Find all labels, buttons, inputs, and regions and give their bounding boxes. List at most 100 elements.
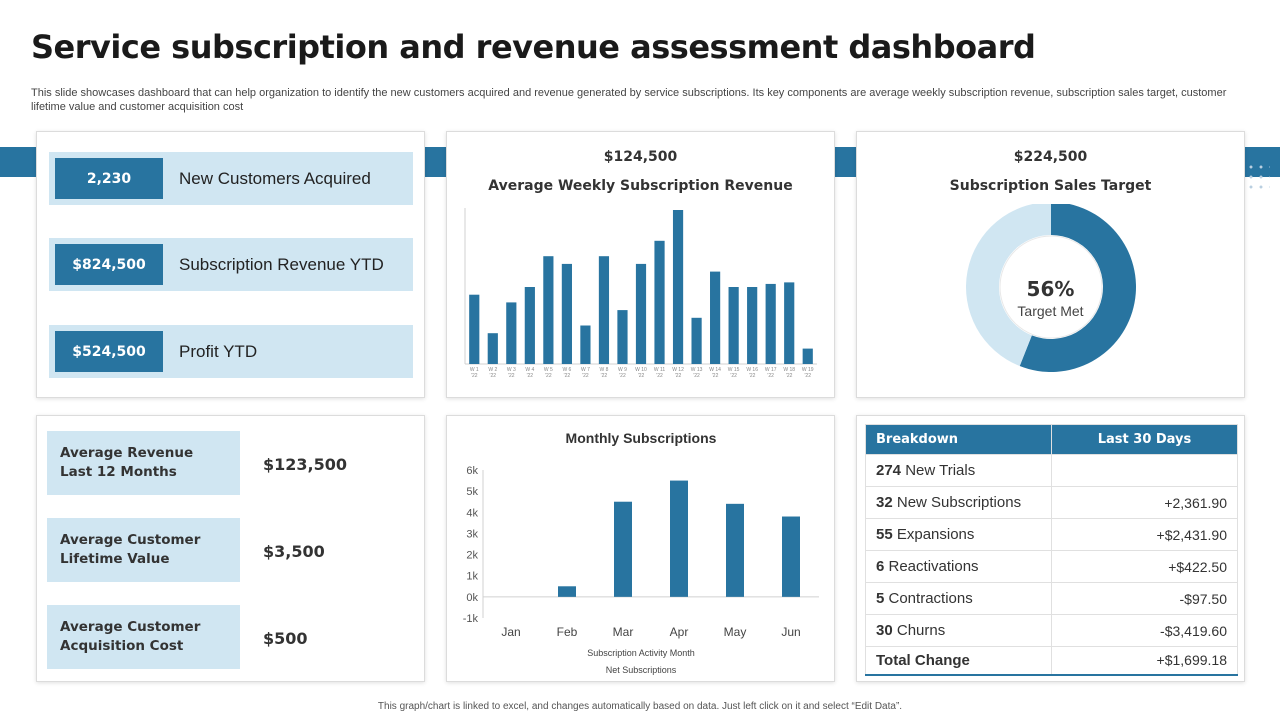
breakdown-count: 6: [876, 558, 885, 575]
kpi-card: 2,230 New Customers Acquired $824,500 Su…: [36, 131, 425, 398]
weekly-tick-label: W 13'22: [691, 367, 703, 379]
weekly-tick-label: W 8'22: [600, 367, 609, 379]
avg-label-line2: Acquisition Cost: [60, 638, 184, 654]
monthly-bar: [726, 503, 744, 597]
kpi-value: $824,500: [55, 244, 163, 285]
weekly-tick-label: W 3'22: [507, 367, 516, 379]
breakdown-row: 5 Contractions -$97.50: [865, 582, 1238, 615]
weekly-bar: [765, 283, 776, 364]
monthly-bar: [558, 586, 576, 597]
monthly-x-tick: May: [724, 625, 747, 639]
breakdown-metric: 6 Reactivations: [865, 550, 1052, 583]
weekly-bar: [654, 240, 665, 364]
weekly-tick-label: W 2'22: [488, 367, 497, 379]
weekly-tick-label: W 19'22: [802, 367, 814, 379]
weekly-tick-label: W 7'22: [581, 367, 590, 379]
monthly-x-tick: Feb: [557, 625, 578, 639]
weekly-revenue-title: Average Weekly Subscription Revenue: [488, 178, 793, 194]
kpi-label: Profit YTD: [179, 341, 258, 361]
monthly-x-tick: Apr: [670, 625, 689, 639]
breakdown-count: 274: [876, 462, 902, 479]
monthly-subscriptions-card: Monthly Subscriptions -1k 0k 1k 2k 3k 4k 5k 6k Ja…: [446, 415, 835, 682]
avg-acquisition-label: Average Customer Acquisition Cost: [47, 605, 240, 669]
donut-achieved-slice: [1019, 204, 1136, 372]
breakdown-label: Expansions: [892, 526, 975, 543]
sales-target-title: Subscription Sales Target: [949, 178, 1152, 194]
page-title: Service subscription and revenue assessm…: [31, 28, 1036, 66]
weekly-revenue-card: $124,500 Average Weekly Subscription Rev…: [446, 131, 835, 398]
avg-label-line2: Last 12 Months: [60, 464, 177, 480]
breakdown-metric: 55 Expansions: [865, 518, 1052, 551]
weekly-bar: [635, 263, 647, 364]
avg-revenue-label: Average Revenue Last 12 Months: [47, 431, 240, 495]
donut-center-label: 56% Target Met: [1017, 277, 1083, 319]
weekly-tick-label: W 14'22: [709, 367, 721, 379]
weekly-tick-label: W 9'22: [618, 367, 627, 379]
averages-card: Average Revenue Last 12 Months $123,500 A…: [36, 415, 425, 682]
donut-remaining-slice: [966, 204, 1051, 367]
weekly-bar: [728, 287, 739, 364]
page-subtitle: This slide showcases dashboard that can …: [31, 87, 1227, 113]
breakdown-metric: 30 Churns: [865, 614, 1052, 647]
breakdown-label: Churns: [892, 622, 946, 639]
weekly-bar: [747, 287, 758, 364]
weekly-tick-label: W 17'22: [765, 367, 777, 379]
monthly-y-tick: 6k: [466, 465, 478, 477]
weekly-bar: [617, 310, 628, 364]
weekly-tick-label: W 10'22: [635, 367, 647, 379]
breakdown-header: Breakdown: [865, 424, 1052, 455]
total-change-value: +$1,699.18: [1051, 646, 1238, 676]
accent-band-mid2: [834, 147, 856, 177]
monthly-bar: [670, 480, 688, 597]
weekly-bar: [524, 287, 535, 364]
weekly-bar: [672, 210, 684, 364]
donut-hole: [999, 235, 1103, 339]
monthly-x-tick: Jun: [781, 625, 800, 639]
weekly-bar: [598, 256, 610, 364]
weekly-revenue-value: $124,500: [603, 149, 678, 165]
weekly-bar: [802, 348, 813, 364]
monthly-y-tick: -1k: [463, 613, 479, 625]
breakdown-row: 6 Reactivations +$422.50: [865, 550, 1238, 583]
breakdown-total-row: Total Change +$1,699.18: [865, 646, 1238, 676]
accent-band-mid1: [424, 147, 446, 177]
monthly-y-tick: 5k: [466, 486, 478, 498]
avg-label-line2: Lifetime Value: [60, 551, 170, 567]
breakdown-count: 55: [876, 526, 893, 543]
monthly-legend: Net Subscriptions: [606, 665, 677, 675]
breakdown-count: 32: [876, 494, 893, 511]
breakdown-value: +$422.50: [1051, 550, 1238, 583]
sales-target-value: $224,500: [1013, 149, 1088, 165]
monthly-y-tick: 4k: [466, 507, 478, 519]
breakdown-count: 30: [876, 622, 893, 639]
weekly-bar: [710, 271, 721, 364]
avg-label-line1: Average Customer: [60, 532, 201, 548]
weekly-bar: [691, 317, 702, 364]
breakdown-value: +2,361.90: [1051, 486, 1238, 519]
target-percent: 56%: [1026, 277, 1075, 301]
monthly-subscriptions-chart: Monthly Subscriptions -1k 0k 1k 2k 3k 4k 5k 6k Ja…: [463, 430, 819, 675]
breakdown-value: +$2,431.90: [1051, 518, 1238, 551]
avg-label-line1: Average Customer: [60, 619, 201, 635]
weekly-tick-label: W 11'22: [654, 367, 666, 379]
monthly-bar: [614, 501, 632, 597]
breakdown-card: Breakdown Last 30 Days 274 New Trials 32 …: [856, 415, 1245, 682]
weekly-bar: [543, 256, 554, 364]
kpi-subscription-revenue: $824,500 Subscription Revenue YTD: [49, 238, 413, 291]
weekly-bar: [506, 302, 517, 364]
footer-note: This graph/chart is linked to excel, and…: [377, 701, 903, 712]
breakdown-label: New Subscriptions: [892, 494, 1022, 511]
weekly-tick-label: W 4'22: [525, 367, 534, 379]
kpi-value: $524,500: [55, 331, 163, 372]
target-donut-chart: [966, 204, 1136, 372]
breakdown-value: -$3,419.60: [1051, 614, 1238, 647]
monthly-y-tick: 3k: [466, 528, 478, 540]
breakdown-value: [1051, 454, 1238, 487]
weekly-tick-label: W 15'22: [728, 367, 740, 379]
weekly-tick-label: W 5'22: [544, 367, 553, 379]
kpi-value: 2,230: [55, 158, 163, 199]
breakdown-row: 32 New Subscriptions +2,361.90: [865, 486, 1238, 519]
avg-lifetime-label: Average Customer Lifetime Value: [47, 518, 240, 582]
weekly-tick-label: W 6'22: [562, 367, 571, 379]
avg-label-line1: Average Revenue: [60, 445, 194, 461]
